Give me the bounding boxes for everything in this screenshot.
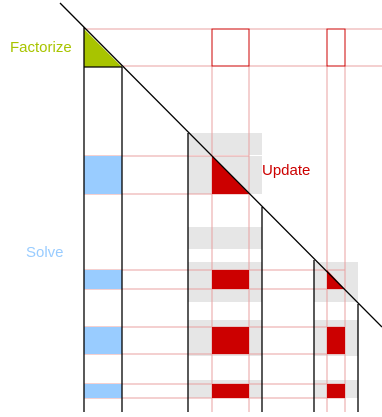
update-target-box-2	[326, 28, 346, 67]
update-label: Update	[262, 162, 310, 179]
update-target-box-1	[211, 28, 250, 67]
solve-block	[84, 156, 122, 194]
factorize-label: Factorize	[10, 39, 72, 56]
matrix-diagonal	[59, 2, 382, 328]
update-block	[212, 384, 249, 398]
solve-block	[84, 327, 122, 354]
update-block	[327, 384, 345, 398]
update-diagonal-block	[327, 270, 345, 289]
update-block	[327, 327, 345, 354]
update-block	[212, 327, 249, 354]
update-block	[212, 270, 249, 289]
matrix-outline	[59, 2, 382, 412]
factorize-block	[84, 29, 122, 67]
solve-block	[84, 384, 122, 398]
solve-blocks	[84, 156, 122, 398]
solve-block	[84, 270, 122, 289]
solve-label: Solve	[26, 244, 64, 261]
